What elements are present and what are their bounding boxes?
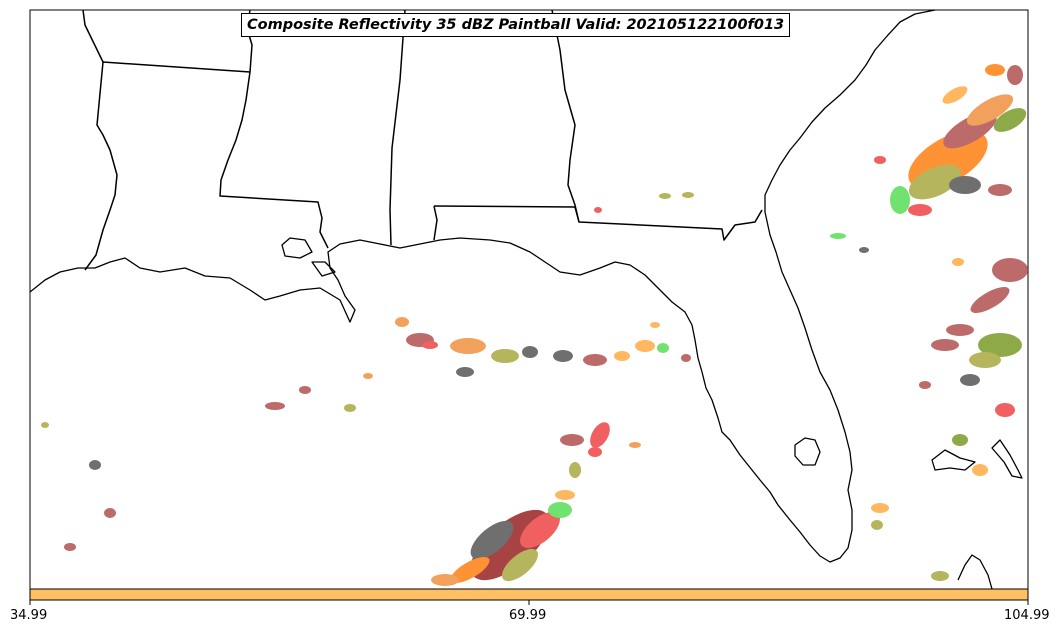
paintball-blob: [946, 324, 974, 336]
island-abaco: [991, 439, 1023, 479]
paintball-blob: [629, 442, 641, 448]
coastline: [29, 9, 1023, 590]
paintball-blob: [450, 338, 486, 354]
paintball-blob: [681, 354, 691, 362]
paintball-blob: [583, 354, 607, 366]
colorbar-tick-label-min: 34.99: [10, 608, 48, 623]
colorbar-tick-label-mid: 69.99: [509, 608, 547, 623]
state-border-ms-al: [389, 9, 406, 246]
paintball-blob: [931, 571, 949, 581]
paintball-blob: [590, 422, 610, 448]
map-frame: [29, 9, 1029, 590]
paintball-blob: [522, 346, 538, 358]
paintball-blob: [978, 333, 1022, 357]
paintball-blob: [344, 404, 356, 412]
paintball-blob: [265, 402, 285, 410]
paintball-blob: [64, 543, 76, 551]
state-border-fl-al: [433, 205, 763, 241]
paintball-blob: [992, 258, 1028, 282]
paintball-blob: [422, 341, 438, 349]
paintball-blob: [363, 373, 373, 379]
state-border-fl-al-west: [433, 205, 438, 241]
paintball-blob: [450, 557, 490, 583]
paintball-blob: [41, 422, 49, 428]
paintball-blob: [988, 184, 1012, 196]
state-border-tx-la: [82, 9, 118, 271]
paintball-blob: [657, 343, 669, 353]
paintball-blob: [501, 548, 539, 582]
paintball-blob: [553, 350, 573, 362]
paintball-blob: [931, 339, 959, 351]
coastline-la-inlet: [311, 261, 336, 277]
paintball-blob: [952, 434, 968, 446]
paintball-blob: [919, 381, 931, 389]
paintball-blob: [960, 374, 980, 386]
colorbar-fill: [29, 588, 1029, 601]
lake-okeechobee: [794, 437, 821, 466]
colorbar-tick-label-max: 104.99: [1004, 608, 1050, 623]
paintball-blob: [614, 351, 630, 361]
paintball-blob: [569, 462, 581, 478]
state-border-la-ms: [219, 9, 329, 249]
chart-title: Composite Reflectivity 35 dBZ Paintball …: [241, 13, 791, 37]
paintball-blob: [952, 258, 964, 266]
paintball-blob: [659, 193, 671, 199]
paintball-blob: [972, 464, 988, 476]
state-border-ar-la: [102, 61, 251, 73]
paintball-layer: [41, 64, 1028, 586]
map-boundaries: [82, 9, 763, 271]
paintball-blob: [871, 520, 883, 530]
paintball-blob: [470, 520, 514, 560]
paintball-blob: [908, 204, 932, 216]
paintball-blob: [949, 176, 981, 194]
paintball-blob: [650, 322, 660, 328]
paintball-blob: [560, 434, 584, 446]
paintball-blob: [993, 108, 1027, 132]
paintball-blob: [908, 164, 962, 200]
paintball-blob: [890, 186, 910, 214]
paintball-blob: [830, 233, 846, 239]
paintball-blob: [970, 287, 1010, 314]
paintball-blob: [491, 349, 519, 363]
paintball-blob: [969, 352, 1001, 368]
paintball-blob: [456, 367, 474, 377]
paintball-blob: [89, 460, 101, 470]
paintball-blob: [874, 156, 886, 164]
paintball-blob: [594, 207, 602, 213]
coastline-gulf: [29, 9, 936, 563]
paintball-blob: [299, 386, 311, 394]
paintball-blob: [635, 340, 655, 352]
paintball-blob: [520, 512, 560, 548]
paintball-blob: [682, 192, 694, 198]
paintball-blob: [985, 64, 1005, 76]
state-border-al-ga: [551, 9, 580, 223]
paintball-blob: [431, 574, 459, 586]
paintball-blob: [859, 247, 869, 253]
paintball-blob: [995, 403, 1015, 417]
paintball-blob: [966, 94, 1014, 126]
paintball-blob: [104, 508, 116, 518]
paintball-blob: [942, 86, 968, 104]
paintball-blob: [395, 317, 409, 327]
paintball-blob: [555, 490, 575, 500]
paintball-blob: [548, 502, 572, 518]
island-andros: [931, 449, 976, 471]
paintball-blob: [1007, 65, 1023, 85]
paintball-blob: [871, 503, 889, 513]
paintball-blob: [588, 447, 602, 457]
island-cuba-west: [957, 554, 993, 590]
coastline-la-lake: [281, 237, 313, 259]
